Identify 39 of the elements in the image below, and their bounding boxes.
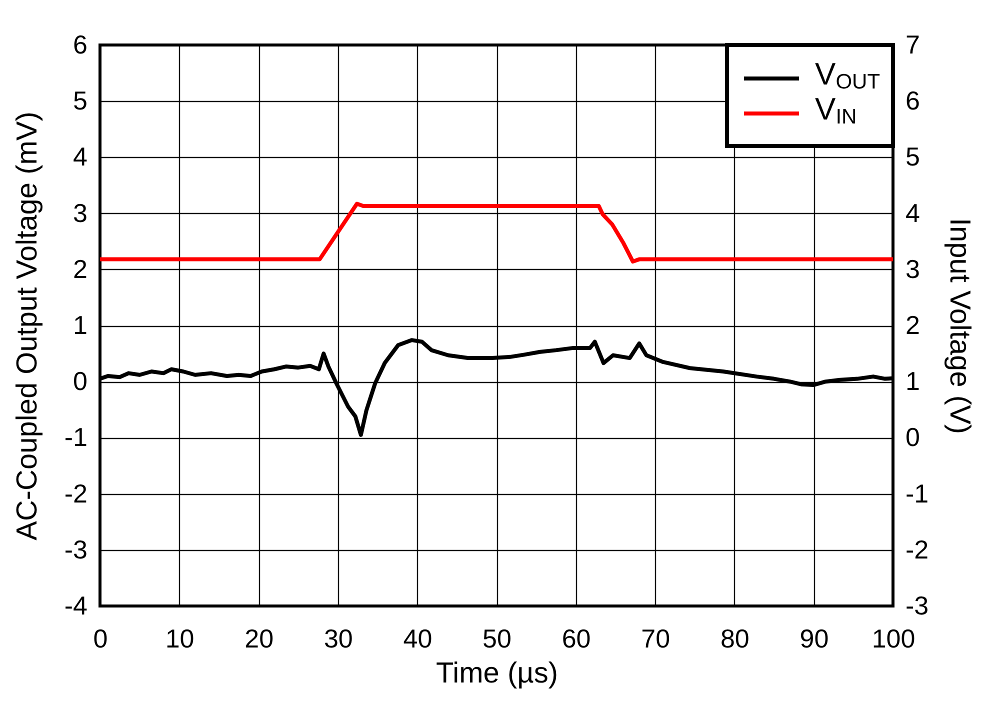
y-tick-label: 4 — [73, 142, 88, 172]
y2-tick-label: 6 — [906, 86, 920, 116]
y-tick-label: -1 — [64, 422, 88, 452]
y2-tick-label: -1 — [906, 478, 929, 508]
x-tick-label: 90 — [800, 624, 829, 654]
x-tick-label: 50 — [482, 624, 512, 654]
legend-label: V$_{IN}$ — [815, 92, 857, 128]
y-axis-title: AC-Coupled Output Voltage (mV) — [11, 112, 44, 540]
y2-tick-label: 0 — [906, 422, 920, 452]
y-tick-label: 3 — [73, 198, 88, 228]
x-tick-label: 100 — [872, 624, 916, 654]
x-tick-label: 80 — [720, 624, 750, 654]
x-tick-label: 20 — [244, 624, 274, 654]
x-tick-label: 10 — [165, 624, 194, 654]
y-tick-label: 1 — [73, 310, 88, 340]
y-tick-label: -3 — [64, 534, 88, 564]
y-tick-label: 0 — [73, 366, 88, 396]
y-tick-label: 5 — [73, 86, 88, 116]
y2-tick-label: 2 — [906, 310, 920, 340]
y2-tick-label: 1 — [906, 366, 920, 396]
x-tick-label: 40 — [403, 624, 432, 654]
y2-tick-label: -3 — [906, 590, 929, 620]
y2-axis-title: Input Voltage (V) — [944, 218, 976, 434]
y2-tick-label: 4 — [906, 198, 920, 228]
x-tick-label: 30 — [324, 624, 353, 654]
y-tick-label: 6 — [73, 30, 88, 60]
x-tick-label: 70 — [641, 624, 670, 654]
x-tick-label: 60 — [562, 624, 591, 654]
x-tick-label: 0 — [93, 624, 108, 654]
y2-tick-label: 5 — [906, 142, 920, 172]
line-series — [100, 202, 893, 264]
y2-tick-label: -2 — [906, 534, 929, 564]
x-axis-title: Time (µs) — [436, 658, 558, 690]
y-tick-label: -4 — [64, 590, 88, 620]
y2-tick-label: 7 — [906, 30, 920, 60]
y-tick-label: 2 — [73, 254, 88, 284]
legend-label: V$_{OUT}$ — [815, 56, 880, 94]
y2-tick-label: 3 — [906, 254, 920, 284]
y-tick-label: -2 — [64, 478, 88, 508]
